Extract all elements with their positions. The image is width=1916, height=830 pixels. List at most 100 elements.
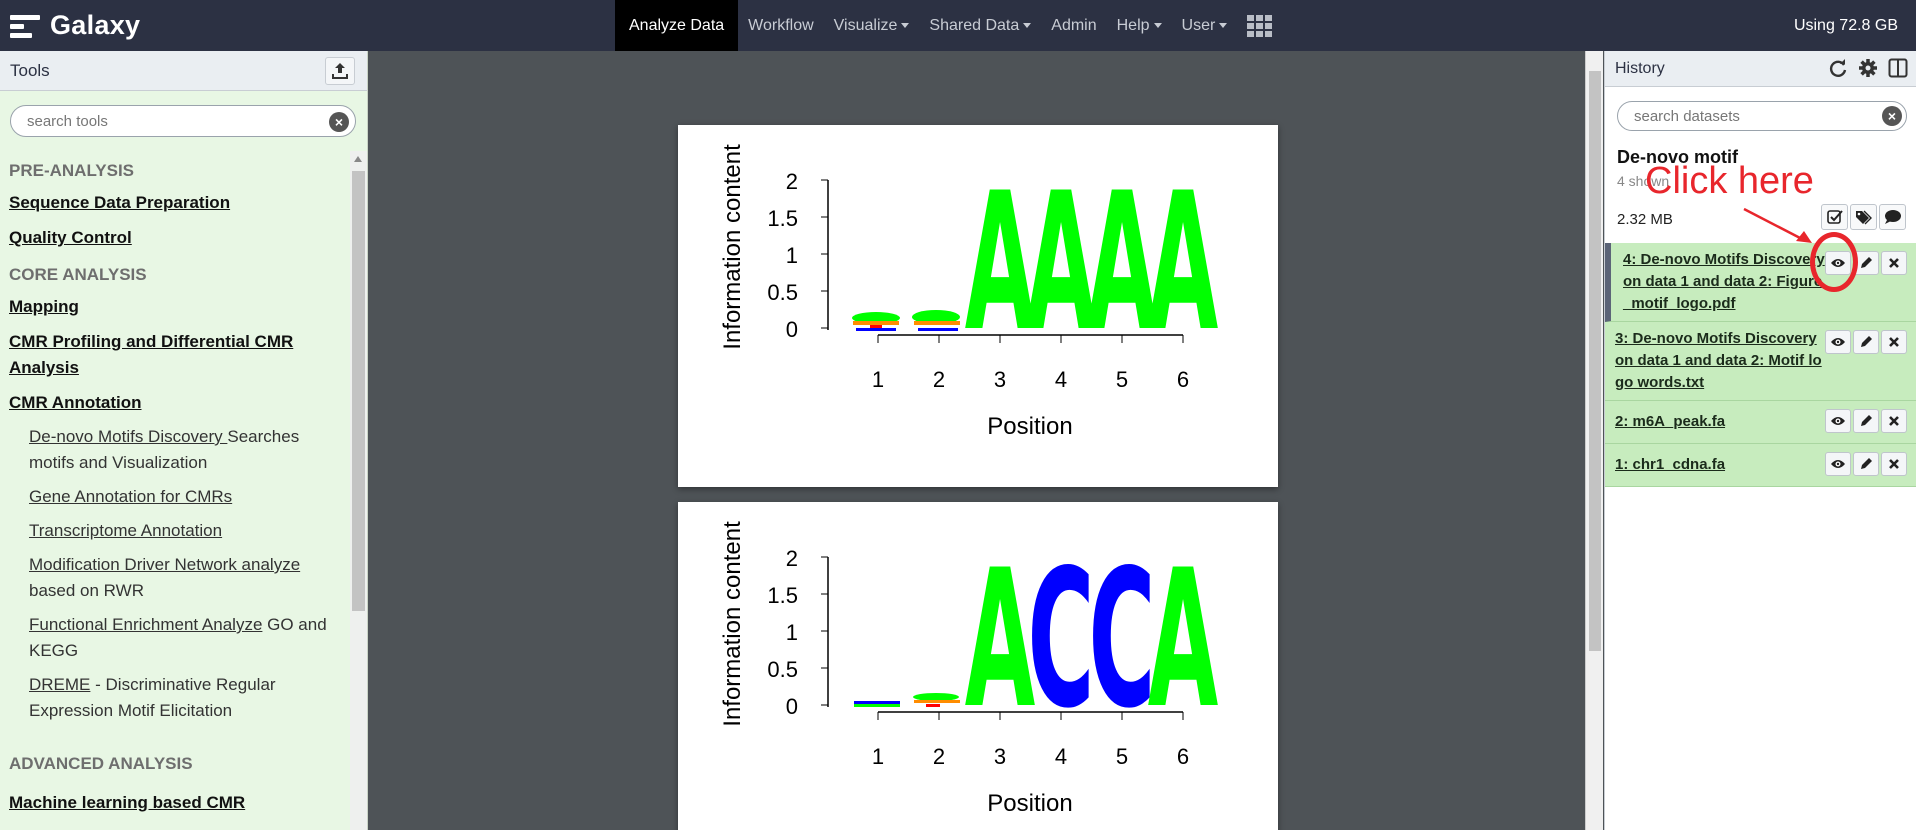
history-name[interactable]: De-novo motif [1617,147,1738,167]
close-icon [1889,459,1899,469]
chevron-down-icon [901,23,910,28]
tool-panel-scrollbar[interactable] [350,151,367,830]
view-dataset-button[interactable] [1825,409,1851,433]
pencil-icon [1861,257,1872,268]
tool-search-input[interactable] [27,106,327,136]
x-tick-label: 1 [872,367,884,392]
nav-help[interactable]: Help [1107,0,1172,51]
x-tick-label: 4 [1055,744,1067,769]
annotation-text: Click here [1645,160,1814,202]
motif-letter: A [1148,530,1219,751]
clear-icon[interactable]: × [329,112,349,132]
delete-dataset-button[interactable] [1881,409,1907,433]
quota-meter[interactable]: Using 72.8 GB [1793,16,1898,34]
pdf-page: Information content 2 1.5 1 0.5 0 1 2 3 … [678,502,1278,830]
category-mapping[interactable]: Mapping [9,297,79,316]
upload-icon [332,63,348,79]
category-cmr-profiling[interactable]: CMR Profiling and Differential CMR Analy… [9,332,294,377]
scrollbar-thumb[interactable] [1589,71,1601,651]
tool-link-enrichment[interactable]: Functional Enrichment Analyze [29,615,263,634]
tool-link-transcriptome[interactable]: Transcriptome Annotation [29,521,223,540]
nav-shared-data[interactable]: Shared Data [919,0,1041,51]
nav-analyze-data[interactable]: Analyze Data [615,0,739,51]
category-sequence-data-preparation[interactable]: Sequence Data Preparation [9,193,231,212]
y-tick-label: 0.5 [767,657,798,682]
pencil-icon [1861,415,1872,426]
clear-icon[interactable]: × [1882,106,1902,126]
category-machine-learning[interactable]: Machine learning based CMR [9,793,246,812]
chevron-down-icon [1153,23,1162,28]
section-core-analysis: CORE ANALYSIS [9,265,147,284]
dataset-item[interactable]: 2: m6A_peak.fa [1605,401,1916,444]
nav-workflow[interactable]: Workflow [748,16,814,34]
y-tick-label: 1 [786,620,798,645]
tool-link-gene-annotation[interactable]: Gene Annotation for CMRs [29,487,233,506]
edit-dataset-button[interactable] [1853,330,1879,354]
upload-button[interactable] [325,57,355,85]
history-search-input[interactable] [1634,102,1874,130]
nav-admin[interactable]: Admin [1051,16,1097,34]
grid-icon [1247,14,1273,37]
x-tick-label: 4 [1055,367,1067,392]
annotation-arrow-icon [1743,207,1812,243]
delete-dataset-button[interactable] [1881,452,1907,476]
tool-panel-title: Tools [10,60,50,80]
tags-button[interactable] [1850,204,1877,230]
nav-user[interactable]: User [1172,0,1238,51]
dataset-actions [1825,409,1907,433]
comment-icon [1884,210,1901,224]
category-quality-control[interactable]: Quality Control [9,228,132,247]
gear-icon[interactable] [1858,58,1878,78]
scrollbar-thumb[interactable] [352,171,365,611]
dataset-title[interactable]: 2: m6A_peak.fa [1615,413,1726,430]
dataset-actions [1825,330,1907,354]
refresh-icon[interactable] [1828,58,1848,78]
motif-letter: C [1028,530,1095,751]
x-tick-label: 5 [1116,367,1128,392]
center-scrollbar[interactable] [1585,51,1603,830]
brand[interactable]: Galaxy [10,0,140,51]
eye-icon [1831,460,1845,468]
motif-letter: A [1087,153,1158,374]
category-cmr-annotation[interactable]: CMR Annotation [9,393,142,412]
close-icon [1889,416,1899,426]
dataset-item[interactable]: 4: De-novo Motifs Discovery on data 1 an… [1605,243,1916,322]
view-dataset-button[interactable] [1825,452,1851,476]
delete-dataset-button[interactable] [1881,330,1907,354]
dataset-item[interactable]: 3: De-novo Motifs Discovery on data 1 an… [1605,322,1916,401]
select-datasets-button[interactable] [1821,204,1848,230]
tool-link-dreme[interactable]: DREME [29,675,91,694]
tool-item: Modification Driver Network analyze base… [29,552,329,604]
nav-visualize[interactable]: Visualize [824,0,920,51]
history-size: 2.32 MB [1617,211,1673,228]
history-shown-count: 4 shown [1617,173,1670,189]
dataset-title[interactable]: 4: De-novo Motifs Discovery on data 1 an… [1623,251,1825,312]
history-panel: History × De-novo motif 4 shown 2.32 MB … [1604,51,1916,830]
motif-logo-1: Information content 2 1.5 1 0.5 0 1 2 3 … [719,144,1218,440]
dataset-title[interactable]: 3: De-novo Motifs Discovery on data 1 an… [1615,330,1822,391]
eye-icon [1831,338,1845,346]
history-actions [1821,204,1906,230]
delete-dataset-button[interactable] [1881,251,1907,275]
x-axis-label: Position [987,790,1072,817]
dataset-item[interactable]: 1: chr1_cdna.fa [1605,444,1916,487]
y-axis-label: Information content [719,144,746,350]
check-square-icon [1826,210,1843,224]
tool-list: PRE-ANALYSIS Sequence Data Preparation Q… [0,161,350,830]
annotation-button[interactable] [1879,204,1906,230]
edit-dataset-button[interactable] [1853,452,1879,476]
nav-apps[interactable] [1237,0,1282,51]
y-tick-label: 1 [786,243,798,268]
section-advanced-analysis: ADVANCED ANALYSIS [9,754,193,773]
view-dataset-button[interactable] [1825,330,1851,354]
tool-desc: based on RWR [29,581,144,600]
edit-dataset-button[interactable] [1853,409,1879,433]
tool-link-denovo[interactable]: De-novo Motifs Discovery [29,427,228,446]
dataset-title[interactable]: 1: chr1_cdna.fa [1615,456,1726,473]
motif-letter: A [1026,153,1097,374]
tool-link-driver-network[interactable]: Modification Driver Network analyze [29,555,301,574]
pencil-icon [1861,458,1872,469]
y-tick-label: 0 [786,694,798,719]
x-tick-label: 1 [872,744,884,769]
columns-icon[interactable] [1888,58,1908,78]
